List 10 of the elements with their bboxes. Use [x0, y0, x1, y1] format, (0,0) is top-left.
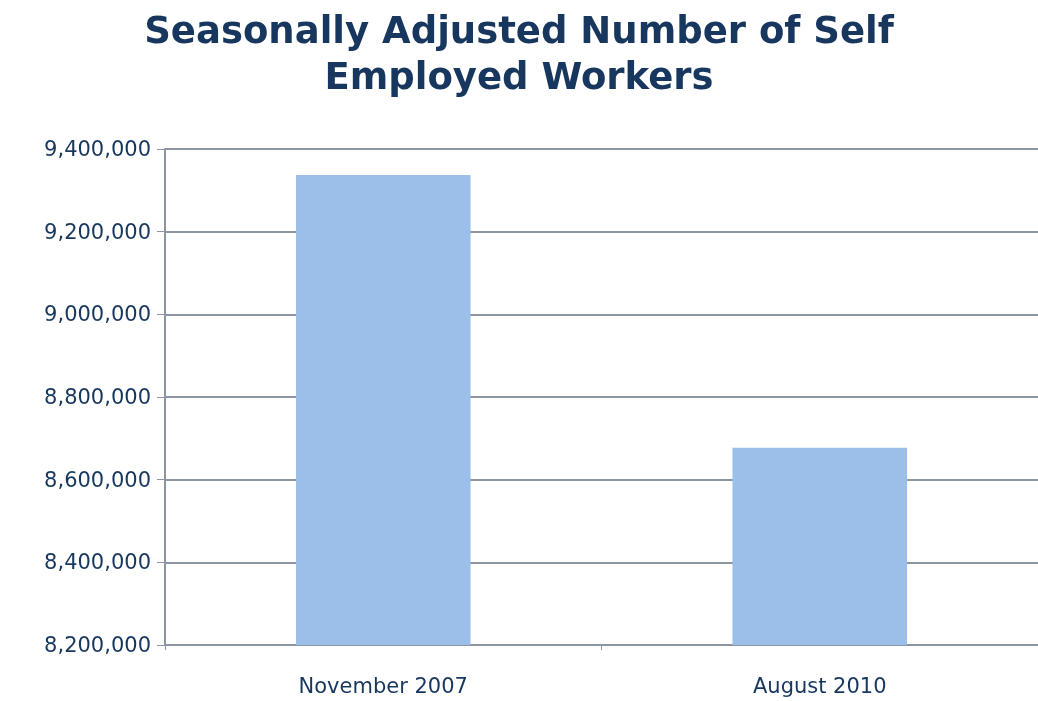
- y-tick-label: 8,400,000: [44, 550, 151, 575]
- chart-title: Seasonally Adjusted Number of Self Employed Workers: [144, 8, 895, 98]
- x-tick-label: August 2010: [752, 673, 887, 698]
- y-tick-label: 8,200,000: [44, 633, 151, 657]
- y-tick-label: 9,200,000: [44, 219, 151, 244]
- y-tick-label: 8,800,000: [44, 385, 151, 409]
- y-tick-label: 8,600,000: [44, 467, 151, 492]
- x-tick-label: November 2007: [298, 673, 468, 698]
- y-tick-label: 9,000,000: [44, 302, 151, 327]
- y-tick-label: 9,400,000: [44, 137, 151, 161]
